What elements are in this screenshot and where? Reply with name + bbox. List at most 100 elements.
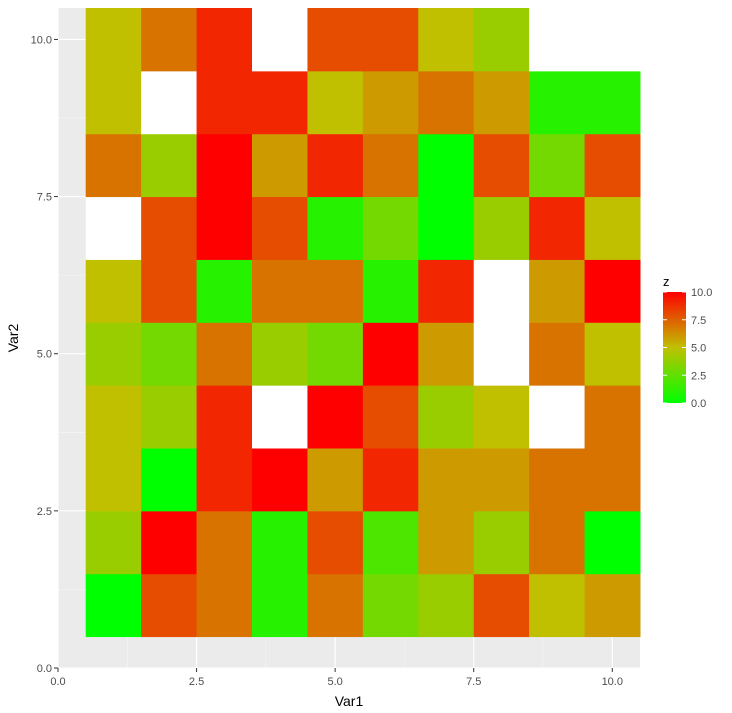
heatmap-tile: [473, 133, 530, 198]
heatmap-tile: [141, 259, 198, 323]
color-legend: z 0.0 2.5 5.0 7.5 10.0: [663, 274, 712, 410]
x-tick-label: 7.5: [466, 676, 481, 688]
heatmap-tile: [196, 259, 253, 323]
heatmap-tiles: [85, 8, 641, 638]
heatmap-tile: [307, 133, 364, 198]
heatmap-tile: [141, 70, 198, 135]
heatmap-tile: [362, 196, 419, 260]
y-tick-label: 5.0: [37, 349, 52, 361]
heatmap-tile: [529, 259, 586, 323]
heatmap-tile: [252, 196, 308, 260]
heatmap-tile: [362, 573, 419, 638]
heatmap-tile: [473, 448, 530, 512]
heatmap-tile: [362, 70, 419, 135]
heatmap-tile: [362, 322, 419, 386]
heatmap-tile: [252, 322, 308, 386]
heatmap-tile: [307, 259, 364, 323]
heatmap-tile: [141, 8, 198, 72]
heatmap-tile: [418, 322, 475, 386]
heatmap-tile: [141, 385, 198, 449]
heatmap-tile: [307, 385, 364, 449]
heatmap-tile: [252, 259, 308, 323]
heatmap-tile: [85, 448, 142, 512]
heatmap-tile: [362, 385, 419, 449]
heatmap-tile: [85, 70, 142, 135]
heatmap-tile: [196, 322, 253, 386]
heatmap-tile: [418, 573, 475, 638]
heatmap-tile: [141, 510, 198, 575]
x-tick-label: 0.0: [50, 676, 65, 688]
heatmap-tile: [362, 133, 419, 198]
heatmap-tile: [307, 70, 364, 135]
axes: 0.0 2.5 5.0 7.5 10.0 0.0 2.5 5.0 7.5 10.0: [31, 34, 623, 688]
heatmap-tile: [307, 448, 364, 512]
legend-tick-label: 10.0: [691, 287, 712, 299]
heatmap-tile: [85, 196, 142, 260]
heatmap-tile: [252, 448, 308, 512]
y-tick-label: 7.5: [37, 192, 52, 204]
heatmap-tile: [196, 196, 253, 260]
heatmap-tile: [529, 196, 586, 260]
heatmap-tile: [141, 573, 198, 638]
y-tick-label: 2.5: [37, 506, 52, 518]
heatmap-tile: [307, 8, 364, 72]
legend-tick-label: 0.0: [691, 398, 706, 410]
heatmap-tile: [252, 133, 308, 198]
heatmap-tile: [252, 385, 308, 449]
legend-colorbar: [663, 292, 686, 403]
heatmap-tile: [584, 448, 641, 512]
heatmap-tile: [85, 259, 142, 323]
heatmap-tile: [473, 70, 530, 135]
heatmap-tile: [584, 573, 641, 638]
heatmap-tile: [473, 259, 530, 323]
legend-tick-label: 2.5: [691, 370, 706, 382]
heatmap-tile: [307, 322, 364, 386]
heatmap-tile: [252, 573, 308, 638]
heatmap-tile: [307, 510, 364, 575]
x-tick-label: 5.0: [327, 676, 342, 688]
heatmap-tile: [473, 510, 530, 575]
heatmap-tile: [196, 448, 253, 512]
heatmap-tile: [418, 133, 475, 198]
heatmap-tile: [584, 510, 641, 575]
heatmap-tile: [584, 133, 641, 198]
heatmap-tile: [196, 133, 253, 198]
heatmap-tile: [196, 385, 253, 449]
heatmap-tile: [196, 573, 253, 638]
heatmap-tile: [196, 8, 253, 72]
heatmap-tile: [252, 510, 308, 575]
heatmap-tile: [584, 70, 641, 135]
heatmap-tile: [584, 259, 641, 323]
heatmap-tile: [85, 510, 142, 575]
heatmap-tile: [584, 196, 641, 260]
legend-title: z: [663, 274, 670, 289]
heatmap-tile: [529, 573, 586, 638]
heatmap-tile: [196, 70, 253, 135]
heatmap-tile: [529, 70, 586, 135]
heatmap-tile: [529, 385, 586, 449]
heatmap-tile: [85, 133, 142, 198]
heatmap-tile: [141, 322, 198, 386]
heatmap-tile: [307, 196, 364, 260]
heatmap-tile: [307, 573, 364, 638]
heatmap-tile: [141, 133, 198, 198]
heatmap-tile: [362, 448, 419, 512]
heatmap-tile: [252, 8, 308, 72]
heatmap-tile: [473, 8, 530, 72]
legend-tick-label: 5.0: [691, 343, 706, 355]
heatmap-tile: [584, 322, 641, 386]
heatmap-tile: [362, 259, 419, 323]
heatmap-tile: [529, 8, 586, 72]
heatmap-tile: [85, 573, 142, 638]
legend-tick-label: 7.5: [691, 315, 706, 327]
heatmap-tile: [418, 448, 475, 512]
x-tick-label: 10.0: [602, 676, 623, 688]
x-axis-title: Var1: [335, 693, 364, 709]
heatmap-tile: [529, 510, 586, 575]
heatmap-tile: [196, 510, 253, 575]
heatmap-tile: [529, 322, 586, 386]
heatmap-tile: [418, 259, 475, 323]
heatmap-tile: [473, 196, 530, 260]
heatmap-tile: [529, 448, 586, 512]
